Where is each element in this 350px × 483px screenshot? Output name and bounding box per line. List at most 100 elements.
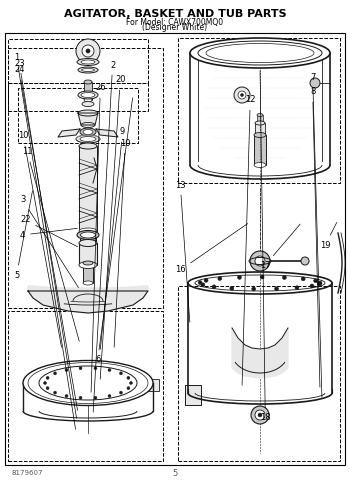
Text: 5: 5 [172, 469, 177, 478]
Circle shape [54, 391, 57, 394]
Ellipse shape [78, 110, 98, 116]
Bar [185, 385, 201, 405]
Circle shape [204, 278, 208, 283]
Circle shape [230, 286, 234, 290]
Text: 7: 7 [310, 73, 322, 397]
Ellipse shape [39, 366, 137, 400]
Circle shape [252, 287, 256, 291]
Ellipse shape [190, 38, 330, 68]
Circle shape [255, 410, 265, 420]
Circle shape [218, 277, 222, 281]
Polygon shape [28, 286, 148, 313]
Ellipse shape [206, 43, 314, 62]
Text: 2: 2 [93, 60, 115, 412]
Circle shape [318, 281, 322, 285]
Ellipse shape [83, 261, 93, 265]
Ellipse shape [80, 137, 96, 142]
Circle shape [282, 275, 286, 280]
Text: 20: 20 [100, 75, 126, 379]
Circle shape [198, 281, 202, 284]
Ellipse shape [80, 232, 96, 238]
Circle shape [258, 413, 262, 417]
Circle shape [310, 78, 320, 88]
Text: 22: 22 [20, 215, 78, 247]
Ellipse shape [198, 41, 322, 65]
Ellipse shape [82, 69, 95, 71]
Circle shape [94, 396, 97, 399]
Bar [8, 48, 163, 308]
Circle shape [317, 282, 321, 286]
Circle shape [274, 287, 279, 291]
Circle shape [119, 391, 122, 394]
Text: (Designer White): (Designer White) [142, 24, 208, 32]
Polygon shape [78, 113, 98, 125]
Ellipse shape [76, 135, 100, 143]
Bar [5, 33, 345, 465]
Text: 10: 10 [18, 131, 62, 347]
Ellipse shape [84, 80, 92, 84]
Bar [8, 83, 148, 111]
Circle shape [234, 87, 250, 103]
Polygon shape [58, 129, 80, 137]
Text: For Model: CAWX700MQ0: For Model: CAWX700MQ0 [126, 17, 224, 27]
Ellipse shape [79, 228, 97, 234]
Circle shape [238, 275, 241, 279]
Text: 4: 4 [20, 228, 77, 240]
Text: 1: 1 [14, 53, 76, 429]
Bar [143, 379, 159, 391]
Circle shape [295, 286, 299, 290]
Ellipse shape [80, 240, 96, 246]
Text: 5: 5 [14, 191, 33, 280]
Bar [255, 123, 265, 135]
Circle shape [130, 382, 133, 384]
Ellipse shape [81, 93, 95, 98]
Bar [84, 82, 92, 100]
Bar [18, 88, 138, 143]
Ellipse shape [254, 162, 266, 168]
Ellipse shape [23, 360, 153, 406]
Polygon shape [96, 129, 118, 137]
Circle shape [79, 367, 82, 369]
Circle shape [108, 369, 111, 371]
Ellipse shape [80, 128, 96, 136]
Circle shape [76, 39, 100, 63]
Text: 6: 6 [95, 98, 133, 365]
Circle shape [238, 91, 246, 99]
Circle shape [108, 395, 111, 398]
Ellipse shape [77, 230, 99, 240]
Ellipse shape [81, 60, 95, 64]
Text: 19: 19 [320, 223, 337, 250]
Bar [83, 263, 93, 283]
Circle shape [79, 396, 82, 399]
Circle shape [86, 49, 90, 53]
Bar [79, 146, 97, 231]
Polygon shape [232, 328, 288, 378]
Text: 24: 24 [14, 66, 78, 410]
Text: 3: 3 [20, 196, 78, 288]
Text: 8: 8 [310, 87, 320, 387]
Bar [178, 38, 340, 183]
Text: 13: 13 [175, 181, 190, 322]
Text: 11: 11 [22, 147, 79, 341]
Bar [257, 115, 263, 123]
Ellipse shape [84, 98, 92, 102]
Ellipse shape [28, 363, 148, 403]
Ellipse shape [83, 281, 93, 285]
Text: 26: 26 [91, 84, 106, 392]
Circle shape [43, 382, 47, 384]
Text: 8179607: 8179607 [12, 470, 43, 476]
Ellipse shape [79, 261, 97, 269]
Circle shape [310, 284, 314, 288]
Circle shape [54, 372, 57, 375]
Text: 18: 18 [260, 71, 271, 423]
Bar [178, 286, 340, 461]
Circle shape [127, 376, 130, 379]
Circle shape [65, 395, 68, 398]
Ellipse shape [81, 123, 95, 128]
Bar [8, 39, 148, 83]
Text: 16: 16 [175, 224, 248, 274]
Bar [8, 311, 163, 461]
Circle shape [260, 275, 264, 279]
Circle shape [94, 367, 97, 369]
Text: 10: 10 [114, 139, 131, 347]
